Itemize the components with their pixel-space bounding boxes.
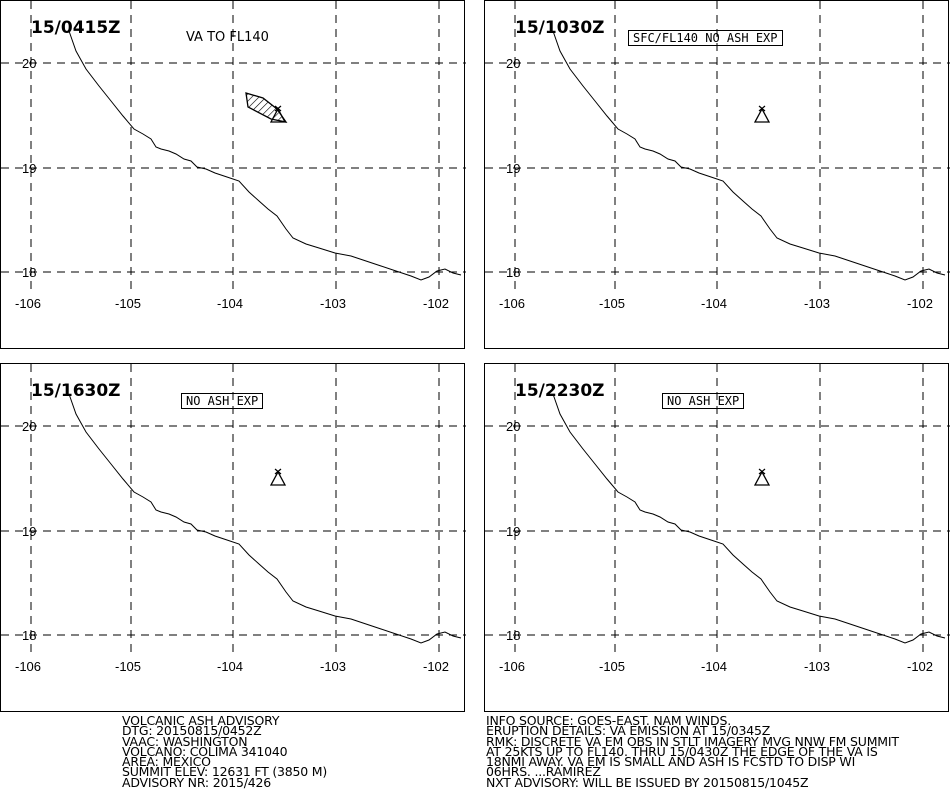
- map-panel-3: 20 19 18 -106 -105 -104 -103 -102 15/1630Z NO A…: [0, 363, 466, 712]
- latitude-label: 19: [506, 524, 520, 539]
- longitude-label: -106: [15, 659, 41, 674]
- latitude-label: 19: [22, 524, 36, 539]
- advisory-line: AT 25KTS UP TO FL140. THRU 15/0430Z THE …: [486, 743, 878, 759]
- panel-note: SFC/FL140 NO ASH EXP: [628, 30, 783, 46]
- longitude-label: -106: [499, 659, 525, 674]
- coastline: [68, 393, 462, 644]
- longitude-label: -106: [499, 296, 525, 311]
- panel-note: NO ASH EXP: [662, 393, 745, 409]
- panel-time: 15/2230Z: [515, 381, 605, 401]
- map-graphic: 20 19 18 -106 -105 -104 -103 -102: [1, 1, 466, 311]
- longitude-label: -105: [115, 296, 141, 311]
- volcano-triangle-icon: [753, 105, 771, 123]
- longitude-label: -103: [804, 296, 830, 311]
- map-graphic: 20 19 18 -106 -105 -104 -103 -102: [485, 364, 950, 674]
- longitude-label: -104: [217, 296, 243, 311]
- longitude-label: -105: [599, 659, 625, 674]
- panel-time: 15/0415Z: [31, 18, 121, 38]
- longitude-label: -104: [701, 659, 727, 674]
- map-graphic: 20 19 18 -106 -105 -104 -103 -102: [485, 1, 950, 311]
- ash-cloud-polygon: [245, 92, 288, 123]
- longitude-label: -103: [320, 296, 346, 311]
- longitude-label: -102: [907, 659, 933, 674]
- advisory-left-text: VOLCANIC ASH ADVISORY DTG: 20150815/0452…: [122, 713, 328, 790]
- panel-time: 15/1030Z: [515, 18, 605, 38]
- advisory-line: DTG: 20150815/0452Z: [122, 723, 262, 739]
- longitude-label: -105: [115, 659, 141, 674]
- volcano-triangle-icon: [753, 468, 771, 486]
- advisory-line: NXT ADVISORY: WILL BE ISSUED BY 20150815…: [486, 774, 809, 790]
- advisory-line: RMK: DISCRETE VA EM OBS IN STLT IMAGERY …: [486, 733, 899, 749]
- latitude-label: 18: [22, 628, 36, 643]
- advisory-line: INFO SOURCE: GOES-EAST. NAM WINDS.: [486, 713, 731, 728]
- advisory-line: 06HRS. ...RAMIREZ: [486, 764, 601, 780]
- map-graphic: 20 19 18 -106 -105 -104 -103 -102: [1, 364, 466, 674]
- latitude-label: 18: [506, 628, 520, 643]
- latitude-label: 20: [506, 419, 520, 434]
- latitude-label: 18: [22, 265, 36, 280]
- advisory-line: AREA: MEXICO: [122, 754, 211, 770]
- coastline: [552, 393, 946, 644]
- advisory-line: SUMMIT ELEV: 12631 FT (3850 M): [122, 764, 328, 780]
- latitude-label: 19: [22, 161, 36, 176]
- latitude-label: 20: [22, 56, 36, 71]
- advisory-line: VAAC: WASHINGTON: [122, 733, 248, 749]
- coastline: [552, 30, 946, 281]
- longitude-label: -102: [907, 296, 933, 311]
- advisory-line: 18NMI AWAY. VA EM IS SMALL AND ASH IS FC…: [486, 754, 856, 770]
- advisory-line: ERUPTION DETAILS: VA EMISSION AT 15/0345…: [486, 723, 771, 739]
- panel-time: 15/1630Z: [31, 381, 121, 401]
- advisory-right-text: INFO SOURCE: GOES-EAST. NAM WINDS. ERUPT…: [486, 713, 899, 790]
- map-panel-1: 20 19 18 -106 -105 -104 -103 -102 15/0415Z VA T…: [0, 0, 466, 349]
- latitude-label: 20: [22, 419, 36, 434]
- volcano-triangle-icon: [269, 468, 287, 486]
- longitude-label: -105: [599, 296, 625, 311]
- panel-note: NO ASH EXP: [181, 393, 264, 409]
- coastline: [68, 30, 462, 281]
- volcano-triangle-icon: [269, 105, 287, 123]
- latitude-label: 18: [506, 265, 520, 280]
- advisory-line: ADVISORY NR: 2015/426: [122, 774, 271, 790]
- advisory-line: VOLCANO: COLIMA 341040: [122, 743, 288, 759]
- advisory-line: VOLCANIC ASH ADVISORY: [122, 713, 280, 728]
- latitude-label: 20: [506, 56, 520, 71]
- latitude-label: 19: [506, 161, 520, 176]
- longitude-label: -102: [423, 659, 449, 674]
- longitude-label: -102: [423, 296, 449, 311]
- longitude-label: -103: [320, 659, 346, 674]
- longitude-label: -104: [701, 296, 727, 311]
- longitude-label: -106: [15, 296, 41, 311]
- map-panel-4: 20 19 18 -106 -105 -104 -103 -102 15/2230Z NO A…: [484, 363, 950, 712]
- panel-note: VA TO FL140: [186, 30, 269, 45]
- longitude-label: -103: [804, 659, 830, 674]
- map-panel-2: 20 19 18 -106 -105 -104 -103 -102 15/1030Z SFC/…: [484, 0, 950, 349]
- longitude-label: -104: [217, 659, 243, 674]
